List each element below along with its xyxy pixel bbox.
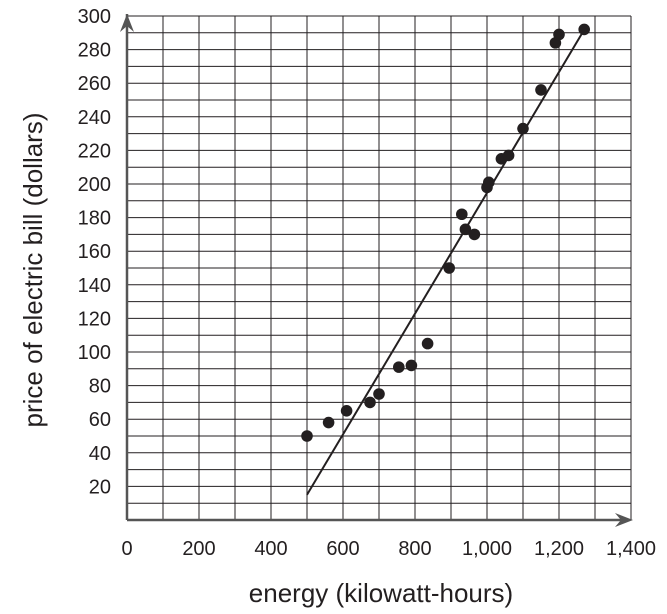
- x-tick-label: 400: [254, 538, 287, 560]
- x-tick-label: 1,200: [534, 538, 584, 560]
- data-point: [535, 84, 547, 96]
- data-point: [459, 223, 472, 236]
- data-point: [393, 361, 405, 373]
- data-point: [421, 337, 434, 350]
- y-tick-label: 160: [78, 241, 111, 263]
- data-point: [405, 359, 418, 372]
- trend-line: [306, 32, 584, 496]
- data-point: [364, 396, 376, 409]
- data-point: [373, 388, 385, 400]
- data-point: [322, 416, 335, 429]
- y-tick-label: 280: [78, 40, 111, 62]
- data-point: [340, 405, 353, 417]
- y-tick-label: 60: [89, 409, 111, 431]
- y-tick-label: 180: [78, 208, 111, 230]
- x-tick-label: 800: [398, 538, 431, 560]
- y-tick-label: 260: [78, 73, 111, 95]
- data-point: [301, 430, 313, 442]
- x-axis-arrow: [615, 513, 633, 527]
- y-tick-label: 200: [78, 174, 111, 196]
- y-tick-label: 240: [78, 107, 111, 129]
- y-tick-label: 80: [89, 376, 111, 398]
- axes: [120, 14, 633, 527]
- y-tick-label: 220: [78, 140, 111, 162]
- y-tick-label: 120: [78, 308, 111, 330]
- y-tick-label: 40: [89, 443, 111, 465]
- data-point: [468, 228, 481, 241]
- x-tick-label: 600: [326, 538, 359, 560]
- y-axis-arrow: [120, 14, 134, 32]
- y-axis-title: price of electric bill (dollars): [18, 113, 48, 428]
- data-point: [456, 208, 468, 221]
- x-tick-label: 200: [182, 538, 215, 560]
- data-point: [553, 28, 565, 41]
- x-tick-label: 0: [121, 538, 132, 560]
- x-tick-labels: 0 200 400 600 800 1,000 1,200 1,400: [121, 538, 656, 560]
- data-point: [443, 262, 456, 274]
- y-tick-label: 20: [89, 476, 111, 498]
- data-point: [502, 149, 515, 162]
- data-points: [301, 23, 590, 442]
- y-tick-labels: 20 40 60 80 100 120 140 160 180 200 220 240 260 280 30…: [78, 6, 111, 498]
- y-tick-label: 300: [78, 6, 111, 28]
- data-point: [517, 122, 529, 135]
- x-tick-label: 1,000: [462, 538, 512, 560]
- x-tick-label: 1,400: [606, 538, 656, 560]
- y-tick-label: 140: [78, 275, 111, 297]
- grid: [126, 15, 632, 521]
- data-point: [483, 176, 495, 189]
- data-point: [578, 23, 590, 36]
- x-axis-title: energy (kilowatt-hours): [249, 578, 513, 608]
- y-tick-label: 100: [78, 342, 111, 364]
- trend-line-group: [306, 32, 584, 496]
